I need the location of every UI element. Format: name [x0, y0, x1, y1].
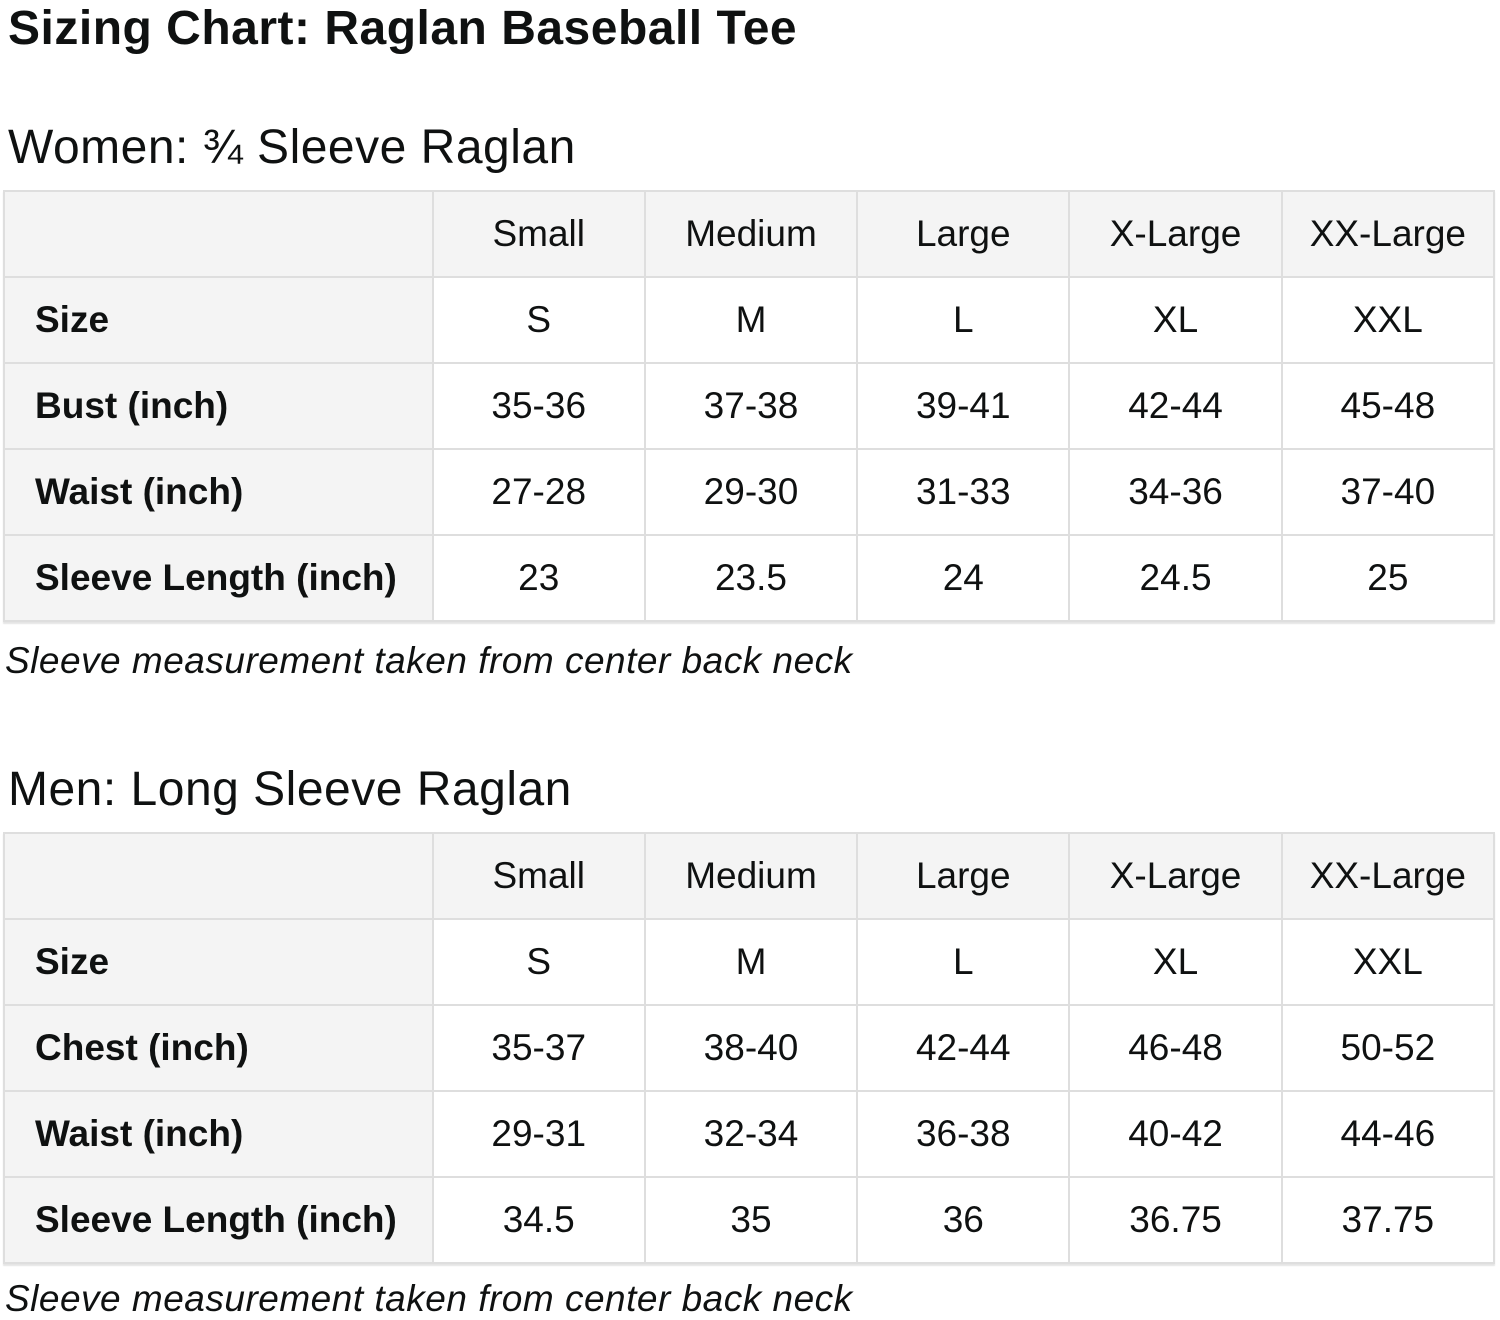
column-header-xxlarge: XX-Large — [1280, 190, 1496, 278]
column-header-small: Small — [431, 190, 646, 278]
table-cell: 35 — [643, 1176, 859, 1264]
table-cell: 36.75 — [1068, 1176, 1283, 1264]
row-label: Size — [3, 276, 434, 364]
row-label: Size — [3, 918, 434, 1006]
table-cell: 50-52 — [1280, 1004, 1496, 1092]
table-cell: 45-48 — [1280, 362, 1496, 450]
column-header-medium: Medium — [643, 832, 859, 920]
column-header-medium: Medium — [643, 190, 859, 278]
table-cell: 24 — [856, 534, 1071, 622]
table-cell: 25 — [1280, 534, 1496, 622]
men-header-row: Small Medium Large X-Large XX-Large — [3, 832, 1496, 920]
table-row-waist: Waist (inch) 29-31 32-34 36-38 40-42 44-… — [3, 1090, 1496, 1178]
column-header-large: Large — [856, 832, 1071, 920]
table-row-waist: Waist (inch) 27-28 29-30 31-33 34-36 37-… — [3, 448, 1496, 536]
women-section-heading: Women: ¾ Sleeve Raglan — [8, 121, 576, 174]
row-label: Waist (inch) — [3, 1090, 434, 1178]
table-cell: M — [643, 918, 859, 1006]
page-title: Sizing Chart: Raglan Baseball Tee — [8, 2, 798, 55]
table-cell: 35-36 — [431, 362, 646, 450]
table-cell: 31-33 — [856, 448, 1071, 536]
table-row-size: Size S M L XL XXL — [3, 918, 1496, 1006]
table-row-bust: Bust (inch) 35-36 37-38 39-41 42-44 45-4… — [3, 362, 1496, 450]
table-cell: 29-30 — [643, 448, 859, 536]
men-section: Men: Long Sleeve Raglan Small Medium Lar… — [0, 760, 1500, 1320]
row-label: Waist (inch) — [3, 448, 434, 536]
table-cell: 40-42 — [1068, 1090, 1283, 1178]
column-header-xxlarge: XX-Large — [1280, 832, 1496, 920]
women-sizing-table: Small Medium Large X-Large XX-Large Size… — [3, 190, 1496, 622]
column-header-xlarge: X-Large — [1068, 190, 1283, 278]
men-section-heading: Men: Long Sleeve Raglan — [8, 763, 572, 816]
table-cell: XXL — [1280, 276, 1496, 364]
men-sizing-table: Small Medium Large X-Large XX-Large Size… — [3, 832, 1496, 1264]
table-cell: S — [431, 276, 646, 364]
table-cell: 32-34 — [643, 1090, 859, 1178]
table-cell: 42-44 — [856, 1004, 1071, 1092]
sleeve-measurement-note: Sleeve measurement taken from center bac… — [5, 640, 853, 681]
table-cell: 23.5 — [643, 534, 859, 622]
table-row-sleeve-length: Sleeve Length (inch) 23 23.5 24 24.5 25 — [3, 534, 1496, 622]
sleeve-measurement-note: Sleeve measurement taken from center bac… — [5, 1278, 853, 1319]
table-cell: 27-28 — [431, 448, 646, 536]
table-cell: 37-38 — [643, 362, 859, 450]
table-cell: 24.5 — [1068, 534, 1283, 622]
corner-cell — [3, 832, 434, 920]
column-header-xlarge: X-Large — [1068, 832, 1283, 920]
table-cell: 38-40 — [643, 1004, 859, 1092]
row-label: Sleeve Length (inch) — [3, 534, 434, 622]
table-cell: 34-36 — [1068, 448, 1283, 536]
table-cell: XXL — [1280, 918, 1496, 1006]
table-cell: 37-40 — [1280, 448, 1496, 536]
table-cell: 46-48 — [1068, 1004, 1283, 1092]
row-label: Sleeve Length (inch) — [3, 1176, 434, 1264]
table-cell: L — [856, 918, 1071, 1006]
row-label: Chest (inch) — [3, 1004, 434, 1092]
table-row-chest: Chest (inch) 35-37 38-40 42-44 46-48 50-… — [3, 1004, 1496, 1092]
column-header-small: Small — [431, 832, 646, 920]
row-label: Bust (inch) — [3, 362, 434, 450]
table-cell: 36 — [856, 1176, 1071, 1264]
table-cell: S — [431, 918, 646, 1006]
table-cell: 44-46 — [1280, 1090, 1496, 1178]
table-cell: XL — [1068, 918, 1283, 1006]
table-cell: 37.75 — [1280, 1176, 1496, 1264]
women-section: Women: ¾ Sleeve Raglan Small Medium Larg… — [0, 118, 1500, 682]
table-cell: 23 — [431, 534, 646, 622]
table-cell: 29-31 — [431, 1090, 646, 1178]
table-cell: 34.5 — [431, 1176, 646, 1264]
table-cell: 42-44 — [1068, 362, 1283, 450]
table-row-sleeve-length: Sleeve Length (inch) 34.5 35 36 36.75 37… — [3, 1176, 1496, 1264]
table-cell: 35-37 — [431, 1004, 646, 1092]
table-cell: L — [856, 276, 1071, 364]
column-header-large: Large — [856, 190, 1071, 278]
table-cell: XL — [1068, 276, 1283, 364]
corner-cell — [3, 190, 434, 278]
women-header-row: Small Medium Large X-Large XX-Large — [3, 190, 1496, 278]
table-cell: 36-38 — [856, 1090, 1071, 1178]
table-cell: M — [643, 276, 859, 364]
table-cell: 39-41 — [856, 362, 1071, 450]
table-row-size: Size S M L XL XXL — [3, 276, 1496, 364]
